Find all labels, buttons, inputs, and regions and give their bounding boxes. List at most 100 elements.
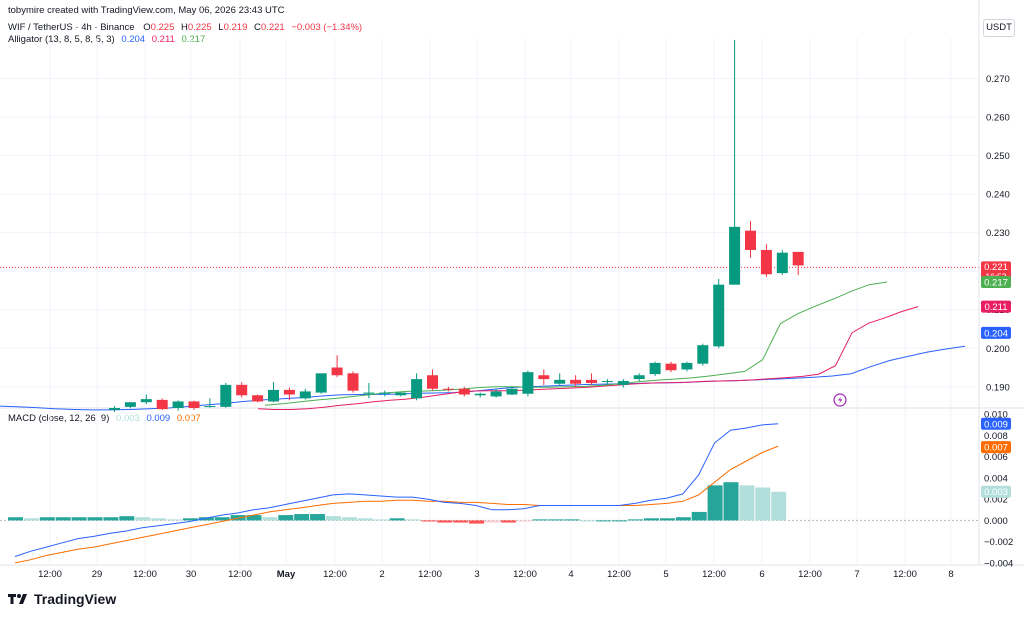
candle — [427, 369, 438, 391]
alligator-teeth-value: 0.211 — [151, 34, 175, 45]
candle — [299, 388, 311, 400]
candle-body — [554, 379, 566, 384]
macd-histogram-bar — [389, 518, 405, 521]
time-tick-label: 7 — [854, 569, 859, 580]
candle-body — [204, 406, 216, 408]
time-tick-label: 12:00 — [418, 569, 442, 580]
time-tick-label: 4 — [568, 569, 573, 580]
macd-histogram-bar — [580, 520, 596, 522]
macd-histogram-bar — [103, 517, 119, 521]
currency-selector[interactable]: USDT — [983, 19, 1015, 37]
last-price-label-text: 0.221 — [984, 262, 1008, 273]
lips-price-label-bg — [981, 275, 1011, 288]
macd-signal-value: 0.007 — [176, 413, 201, 424]
candle-body — [729, 226, 741, 285]
macd-histogram-bar — [739, 485, 755, 521]
macd-histogram-bar — [119, 516, 135, 521]
candle-body — [458, 388, 470, 395]
price-tick-label: 0.200 — [986, 344, 1010, 355]
candle-body — [792, 251, 804, 266]
macd-histogram-bar — [39, 517, 55, 521]
time-tick-label: 12:00 — [133, 569, 157, 580]
candle — [283, 387, 295, 401]
open-label: O — [143, 22, 151, 33]
macd-axis: 0.010 0.008 0.006 0.004 0.002 0.000 −0.002 −0.0… — [984, 410, 1013, 570]
candle — [697, 343, 709, 366]
grid-lines — [0, 38, 979, 565]
time-tick-label: 29 — [92, 569, 103, 580]
candle-body — [124, 402, 136, 407]
candle-body — [236, 384, 248, 396]
candle — [220, 382, 232, 408]
candle — [140, 394, 152, 405]
candle-body — [395, 392, 407, 396]
alligator-jaw-value: 0.204 — [121, 34, 146, 45]
price-tick-label: 0.250 — [986, 151, 1010, 162]
candle-body — [697, 345, 709, 364]
macd-line — [14, 423, 779, 557]
alligator-teeth-line — [257, 306, 919, 410]
macd-histogram-bar — [310, 514, 326, 521]
candle-body — [331, 367, 343, 376]
macd-histogram-bar — [357, 518, 373, 521]
macd-histogram-bar — [675, 517, 691, 521]
candle-body — [506, 388, 518, 395]
signal-value-label: 0.007 — [981, 441, 1011, 454]
low-value: 0.219 — [223, 22, 248, 33]
macd-histogram-bar — [167, 519, 182, 521]
hist-value-label-bg — [981, 485, 1011, 498]
ohlc-legend: WIF / TetherUS · 4h · Binance O0.225 H0.… — [8, 22, 362, 33]
macd-histogram-bar — [71, 517, 87, 521]
macd-histogram-bar — [294, 514, 310, 521]
time-tick-label: 3 — [474, 569, 479, 580]
candle-body — [522, 372, 534, 394]
candle — [442, 386, 454, 392]
candle — [617, 379, 629, 388]
macd-tick-label: −0.002 — [984, 537, 1013, 548]
macd-histogram-bar — [564, 519, 580, 521]
candle — [395, 392, 407, 397]
macd-value-label: 0.009 — [981, 417, 1011, 430]
candle — [570, 375, 582, 387]
macd-tick-label: 0.008 — [984, 431, 1008, 442]
alligator-label: Alligator (13, 8, 5, 8, 5, 3) — [8, 34, 115, 45]
macd-histogram-bar — [548, 519, 564, 521]
macd-histogram-bar — [596, 520, 612, 522]
candle — [379, 390, 391, 397]
macd-histogram-bar — [151, 518, 167, 521]
price-tick-label: 0.270 — [986, 74, 1010, 85]
hist-value-label: 0.003 — [981, 485, 1011, 498]
macd-histogram-bar — [755, 487, 771, 521]
macd-histogram-bar — [373, 519, 389, 521]
time-axis: 12:00 29 12:00 30 12:00 May 12:00 2 12:00 3 12:00 4… — [38, 569, 954, 580]
candle — [586, 373, 597, 385]
low-label: L — [218, 22, 224, 33]
macd-histogram-bar — [341, 517, 357, 521]
time-tick-label: 12:00 — [893, 569, 917, 580]
candle-body — [442, 388, 454, 390]
symbol-label: WIF / TetherUS · 4h · Binance — [8, 22, 135, 33]
teeth-price-label-text: 0.211 — [984, 302, 1007, 313]
jaw-price-label: 0.204 — [981, 326, 1011, 339]
candle-body — [681, 362, 693, 370]
candle-body — [665, 363, 677, 371]
time-tick-label: 8 — [948, 569, 953, 580]
tradingview-logo[interactable]: TradingView — [8, 591, 116, 608]
candles — [109, 39, 804, 412]
candle — [665, 361, 677, 373]
candle-body — [601, 381, 613, 383]
time-tick-label: 12:00 — [702, 569, 726, 580]
candle — [633, 373, 645, 382]
signal-value-label-bg — [981, 441, 1011, 454]
macd-pane — [0, 423, 979, 564]
signal-value-label-text: 0.007 — [984, 443, 1008, 454]
lightning-icon[interactable] — [833, 393, 847, 407]
candle — [109, 406, 120, 412]
macd-histogram-bar — [246, 515, 262, 521]
candle-body — [474, 393, 486, 396]
macd-tick-label: 0.004 — [984, 473, 1008, 484]
macd-histogram-bar — [278, 515, 294, 521]
candle-body — [570, 379, 582, 384]
